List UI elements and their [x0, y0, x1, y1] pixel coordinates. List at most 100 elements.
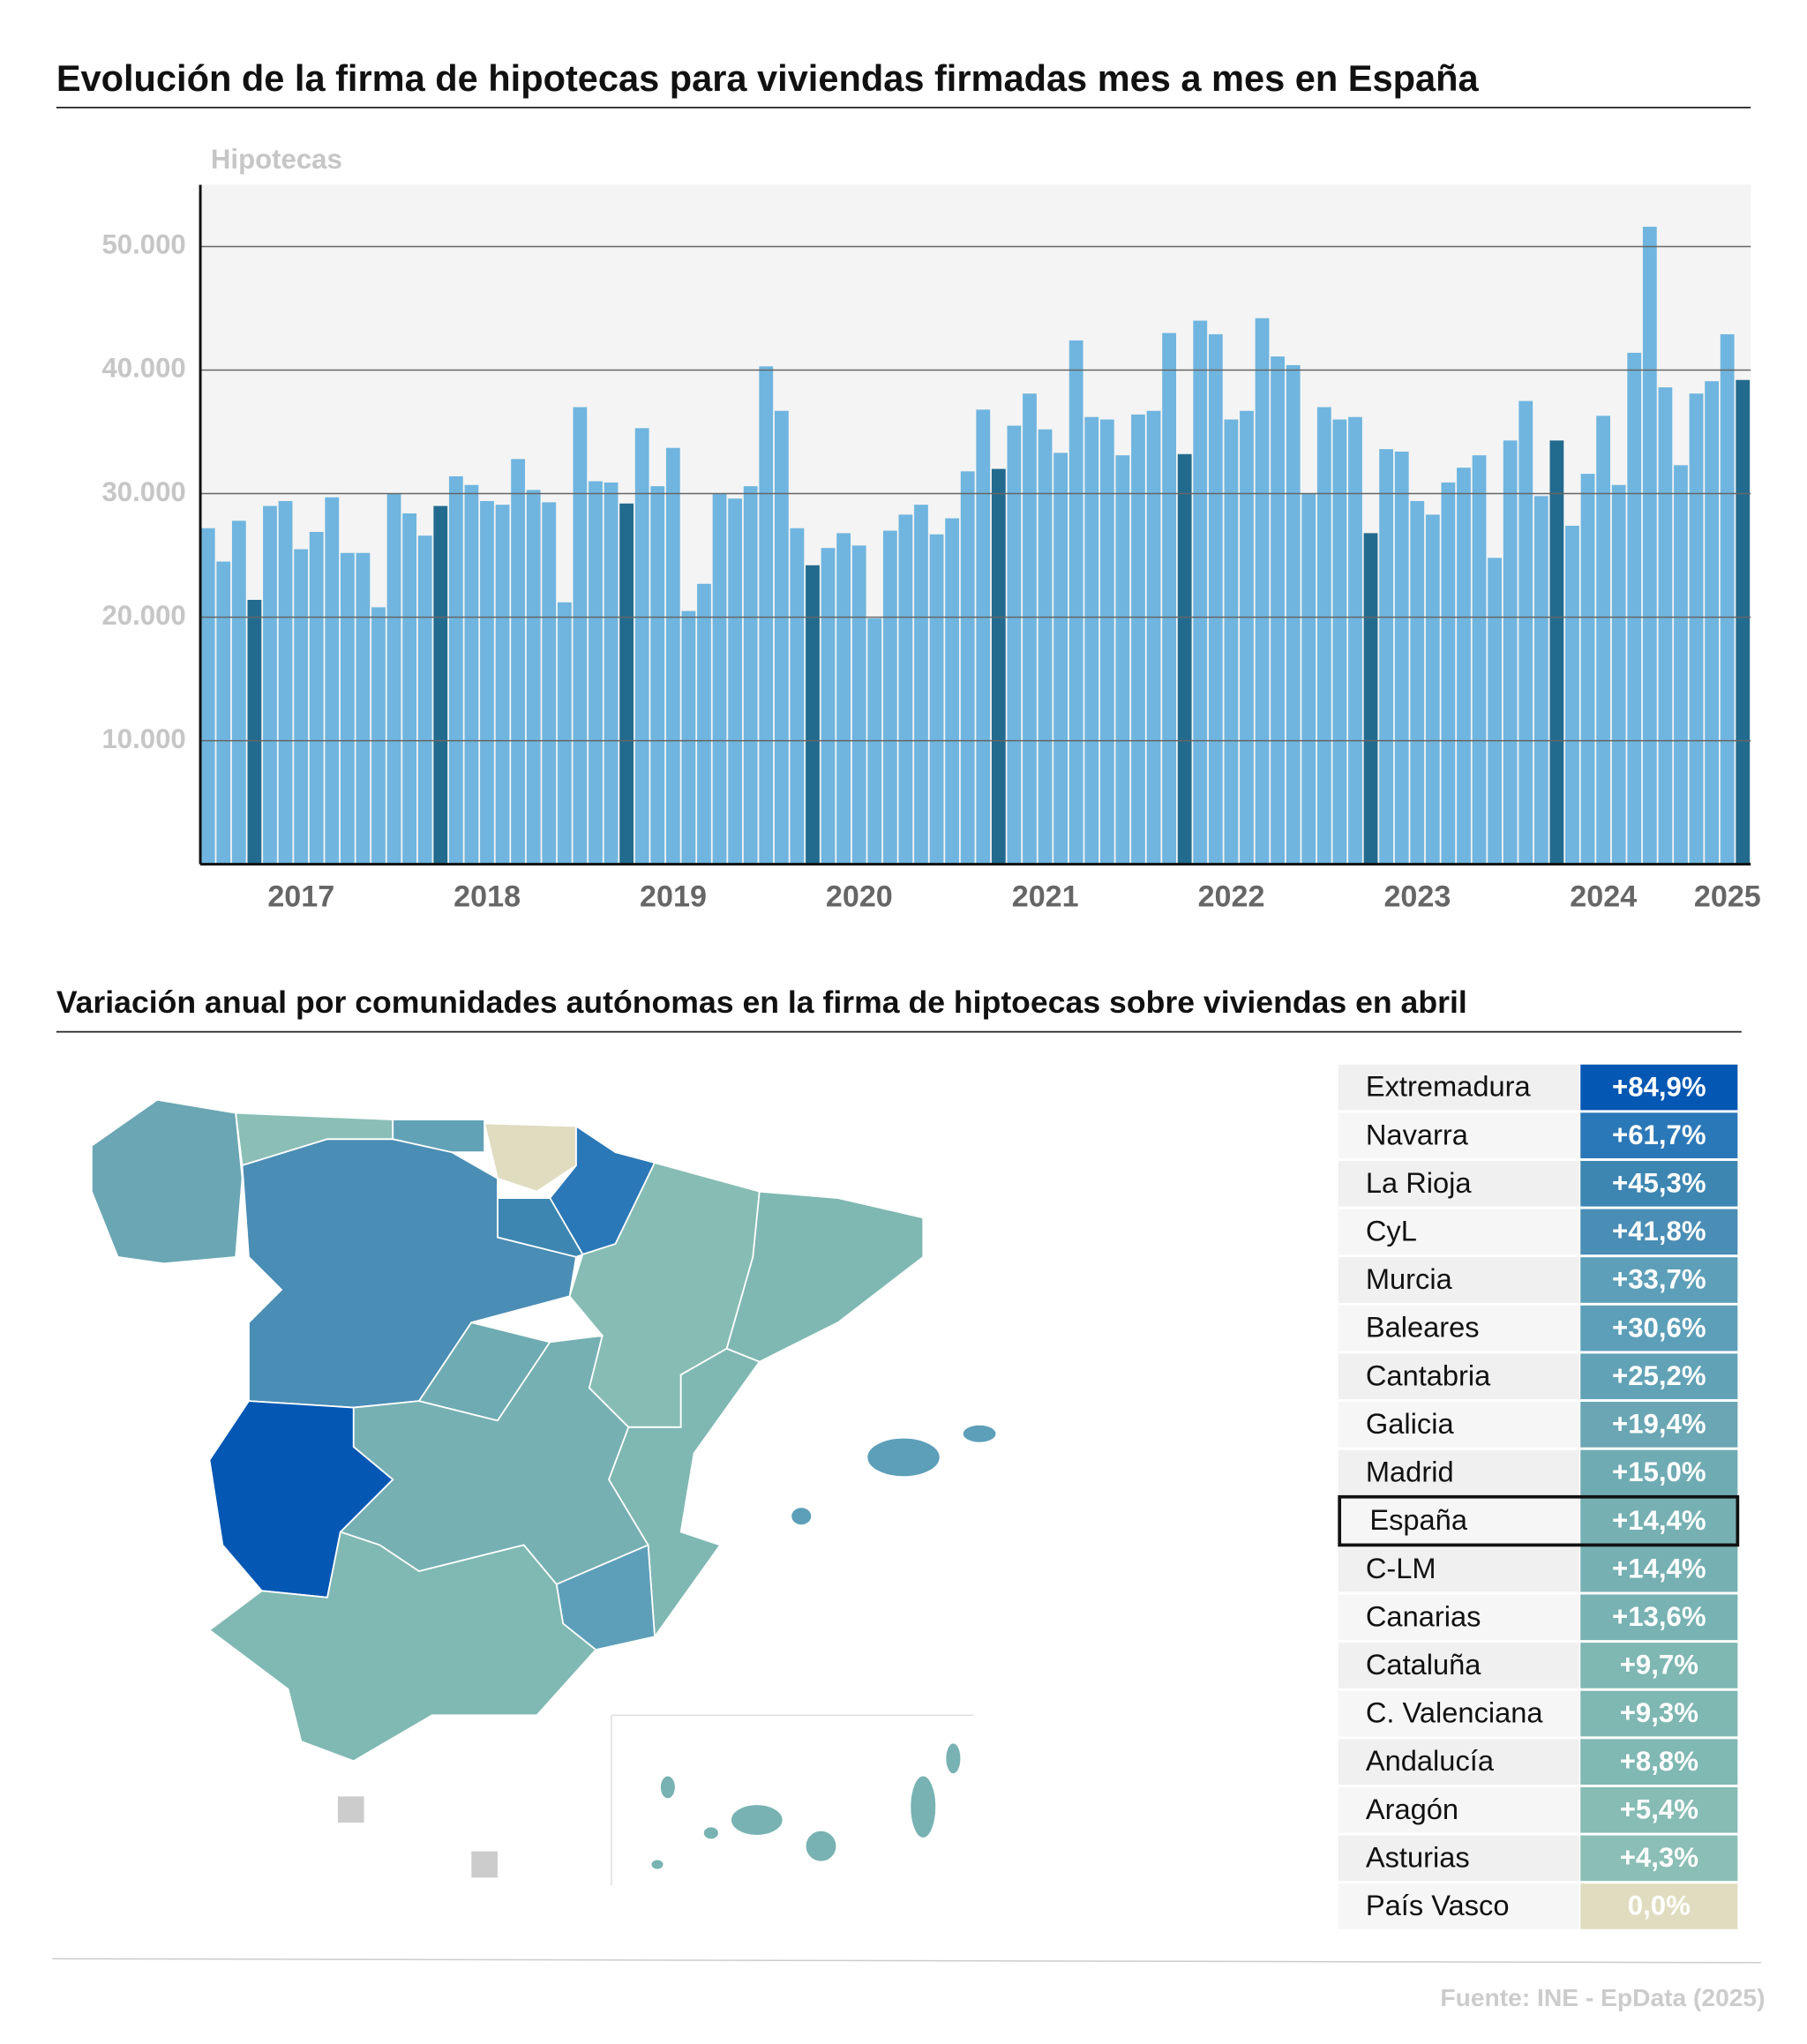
island: [804, 1830, 838, 1863]
row-value: +41,8%: [1612, 1216, 1706, 1247]
bar: [526, 490, 541, 865]
bar: [1240, 410, 1254, 865]
value-cell: [1580, 1402, 1738, 1448]
row-name: País Vasco: [1366, 1889, 1510, 1921]
name-cell: [1338, 1402, 1579, 1448]
bar: [728, 498, 743, 865]
name-cell: [1338, 1064, 1579, 1111]
x-tick-label: 2019: [640, 880, 707, 913]
value-cell: [1580, 1594, 1738, 1641]
bar: [433, 505, 448, 865]
footer-rule: [52, 1958, 1762, 1964]
source: Fuente: INE - EpData (2025): [1440, 1983, 1765, 2011]
x-tick-label: 2024: [1570, 880, 1637, 913]
row-value: +19,4%: [1612, 1409, 1706, 1440]
row-value: +30,6%: [1612, 1312, 1706, 1343]
bar: [1177, 453, 1192, 865]
bar: [1348, 416, 1362, 865]
bar: [1720, 333, 1735, 865]
island: [961, 1423, 998, 1444]
name-cell: [1338, 1160, 1579, 1207]
bar: [480, 500, 494, 865]
value-cell: [1580, 1353, 1738, 1400]
name-cell: [1338, 1546, 1579, 1592]
bar: [1286, 364, 1301, 865]
value-cell: [1580, 1546, 1738, 1592]
name-cell: [1338, 1786, 1579, 1833]
bar: [294, 549, 309, 865]
x-tick-label: 2022: [1198, 880, 1265, 913]
bar: [216, 561, 231, 865]
bar: [1565, 525, 1579, 865]
name-cell: [1338, 1594, 1579, 1641]
row-value: +61,7%: [1612, 1119, 1706, 1150]
row-value: +14,4%: [1612, 1505, 1706, 1536]
bar: [1518, 401, 1533, 865]
territory: [337, 1796, 364, 1823]
bar: [417, 535, 432, 865]
value-cell: [1580, 1305, 1738, 1351]
bar: [1533, 496, 1548, 865]
name-cell: [1338, 1883, 1579, 1929]
row-name: C. Valenciana: [1366, 1696, 1544, 1729]
bar: [1255, 318, 1270, 865]
bar: [200, 528, 215, 865]
bar: [743, 486, 758, 865]
bar: [1115, 455, 1130, 865]
x-tick-label: 2018: [454, 880, 521, 913]
row-value: +4,3%: [1620, 1842, 1698, 1873]
bar: [1658, 387, 1673, 865]
bar: [882, 530, 897, 865]
table: Extremadura +84,9% Navarra +61,7% La Rioja +4…: [1338, 1064, 1740, 1929]
row-value: +25,2%: [1612, 1360, 1706, 1391]
bar: [1457, 468, 1471, 865]
bar: [1224, 419, 1239, 865]
row-name: Extremadura: [1366, 1070, 1532, 1103]
bar: [1705, 381, 1720, 865]
region: [725, 1190, 925, 1363]
bar: [806, 565, 820, 865]
bar: [1316, 407, 1331, 865]
value-cell: [1580, 1449, 1738, 1496]
bar: [1084, 416, 1099, 865]
row-value: +15,0%: [1612, 1456, 1706, 1487]
bar: [1131, 414, 1145, 865]
island: [866, 1436, 941, 1479]
region: [90, 1098, 244, 1265]
y-axis-label: Hipotecas: [211, 144, 342, 175]
bar: [511, 459, 526, 865]
name-cell: [1338, 1498, 1579, 1544]
value-cell: [1580, 1257, 1738, 1303]
bar: [402, 513, 417, 865]
row-name: España: [1369, 1503, 1468, 1536]
bar: [634, 428, 649, 865]
bar: [650, 486, 665, 865]
bar: [231, 520, 246, 865]
bar: [1023, 393, 1037, 865]
y-tick-label: 20.000: [101, 600, 185, 631]
name-cell: [1338, 1739, 1579, 1785]
bar: [464, 484, 479, 865]
island: [702, 1825, 720, 1841]
bar: [914, 505, 928, 865]
name-cell: [1338, 1353, 1579, 1400]
bar: [1146, 410, 1161, 865]
map: [90, 1098, 998, 1886]
name-cell: [1338, 1643, 1579, 1688]
y-tick-label: 50.000: [101, 229, 185, 260]
name-cell: [1338, 1112, 1579, 1158]
name-cell: [1338, 1690, 1579, 1737]
bar: [1099, 419, 1114, 865]
value-cell: [1580, 1690, 1738, 1737]
row-value: +45,3%: [1612, 1167, 1706, 1198]
row-value: +84,9%: [1612, 1071, 1706, 1102]
row-value: 0,0%: [1628, 1891, 1691, 1921]
bar: [836, 533, 851, 865]
bar: [1596, 416, 1611, 865]
island: [909, 1774, 937, 1839]
name-cell: [1338, 1449, 1579, 1496]
row-name: Asturias: [1366, 1840, 1470, 1873]
bar: [1301, 493, 1316, 865]
bar: [1271, 356, 1286, 865]
bar: [573, 407, 588, 865]
